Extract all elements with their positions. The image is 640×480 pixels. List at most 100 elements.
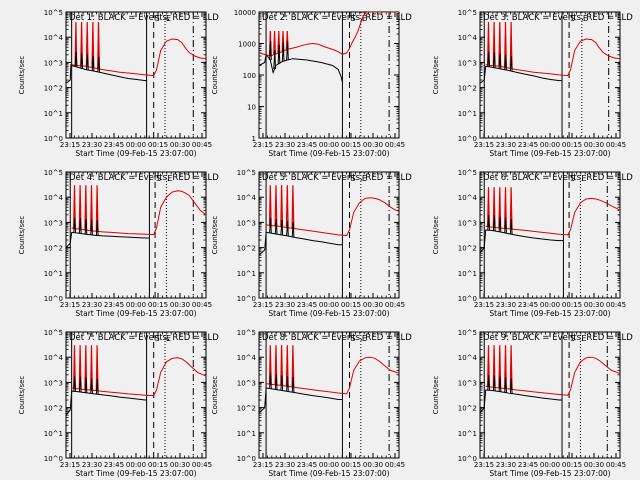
detector-panel-1: 10^010^110^210^310^410^523:15 23:30 23:45 0… — [18, 9, 219, 158]
lld-spike — [90, 345, 93, 391]
events-spike — [280, 219, 284, 236]
y-tick-label: 10^0 — [458, 455, 477, 463]
panel-title: Det 2: BLACK = Events, RED = LLD — [262, 13, 412, 23]
x-tick-label: 23:45 — [297, 461, 317, 469]
x-tick-label: 23:45 — [297, 301, 317, 309]
events-spike — [492, 52, 496, 68]
y-tick-label: 10^2 — [458, 85, 477, 93]
panel-title: Det 9: BLACK = Events, RED = LLD — [483, 333, 633, 343]
events-series-line — [480, 65, 562, 84]
lld-spike — [78, 345, 82, 390]
y-tick-label: 1000 — [238, 41, 256, 49]
lld-spike — [509, 21, 513, 69]
plot-data-group — [480, 187, 620, 254]
plot-data-group — [259, 345, 399, 414]
panel-title: Det 4: BLACK = Events, RED = LLD — [69, 173, 219, 183]
y-tick-label: 10^1 — [44, 430, 63, 438]
y-tick-label: 10 — [247, 104, 256, 112]
time-marker-label: E — [362, 334, 367, 343]
events-spike — [269, 40, 272, 61]
x-tick-label: 23:30 — [275, 461, 295, 469]
lld-spike — [504, 21, 507, 68]
x-tick-label: 23:15 — [474, 301, 494, 309]
events-spike — [84, 218, 88, 235]
x-tick-label: 00:00 — [126, 141, 146, 149]
lld-spike — [487, 21, 490, 66]
detector-panel-6: 10^010^110^210^310^410^523:15 23:30 23:45 0… — [432, 169, 633, 318]
x-tick-label: 00:15 — [148, 301, 168, 309]
y-tick-label: 10^2 — [44, 245, 63, 253]
lld-spike — [492, 21, 496, 66]
y-tick-label: 10^5 — [458, 329, 477, 337]
events-series-line — [480, 389, 562, 414]
x-tick-label: 23:15 — [253, 461, 273, 469]
time-marker-label: S — [155, 14, 160, 23]
y-tick-label: 10^5 — [44, 169, 63, 177]
y-tick-label: 10^3 — [458, 379, 477, 387]
time-marker-label: S — [351, 174, 356, 183]
x-tick-label: 00:45 — [385, 301, 405, 309]
lld-spike — [504, 345, 507, 389]
y-tick-label: 10^0 — [44, 295, 63, 303]
lld-spike — [487, 187, 490, 227]
y-tick-label: 10^4 — [458, 194, 478, 202]
y-tick-label: 10^3 — [44, 219, 63, 227]
x-tick-label: 23:30 — [496, 461, 516, 469]
y-tick-label: 10^3 — [458, 59, 477, 67]
x-tick-label: 00:15 — [341, 141, 361, 149]
x-tick-label: 00:30 — [584, 141, 604, 149]
plot-data-group — [259, 12, 399, 83]
y-tick-label: 10^4 — [458, 34, 478, 42]
events-spike — [281, 42, 285, 62]
lld-spike — [498, 21, 502, 67]
x-tick-label: 00:00 — [319, 301, 339, 309]
x-tick-label: 23:45 — [518, 141, 538, 149]
time-marker-label: S — [570, 334, 575, 343]
lld-spike — [487, 345, 490, 387]
events-spike — [90, 219, 93, 235]
y-tick-label: 10^1 — [44, 270, 63, 278]
lld-spike — [90, 185, 93, 231]
events-series-line — [66, 231, 150, 248]
plot-data-group — [66, 185, 206, 248]
lld-spike — [492, 345, 496, 388]
x-tick-label: 23:15 — [474, 461, 494, 469]
x-tick-label: 23:30 — [496, 301, 516, 309]
lld-spike — [73, 185, 76, 229]
events-spike — [509, 218, 513, 235]
plot-data-group — [66, 21, 206, 84]
detector-panel-9: 10^010^110^210^310^410^523:15 23:30 23:45 0… — [432, 329, 633, 478]
events-spike — [487, 214, 490, 231]
y-tick-label: 1 — [252, 135, 256, 143]
y-tick-label: 10^4 — [237, 194, 257, 202]
x-tick-label: 23:15 — [60, 141, 80, 149]
plot-data-group — [66, 345, 206, 416]
events-spike — [492, 375, 496, 391]
y-tick-label: 10^0 — [237, 295, 256, 303]
time-marker-label: S — [155, 334, 160, 343]
x-axis-label: Start Time (09-Feb-15 23:07:00) — [268, 149, 389, 158]
y-tick-label: 10^2 — [44, 405, 63, 413]
y-tick-label: 100 — [243, 72, 256, 80]
lld-spike — [273, 30, 276, 55]
x-tick-label: 00:45 — [192, 141, 212, 149]
x-axis-label: Start Time (09-Feb-15 23:07:00) — [489, 149, 610, 158]
x-tick-label: 00:30 — [363, 461, 383, 469]
x-tick-label: 00:30 — [170, 461, 190, 469]
time-marker-label: S — [351, 334, 356, 343]
x-tick-label: 23:45 — [104, 301, 124, 309]
lld-spike — [78, 185, 82, 230]
events-spike — [504, 54, 507, 70]
events-series-line — [66, 390, 147, 416]
lld-spike — [95, 185, 99, 232]
y-axis-label: Counts/sec — [211, 216, 219, 255]
lld-spike — [498, 345, 502, 389]
lld-spike — [274, 185, 278, 227]
y-tick-label: 10^1 — [237, 270, 256, 278]
x-tick-label: 00:45 — [192, 301, 212, 309]
events-spike — [286, 220, 289, 236]
lld-series-line — [71, 190, 206, 236]
lld-spike — [95, 345, 99, 391]
